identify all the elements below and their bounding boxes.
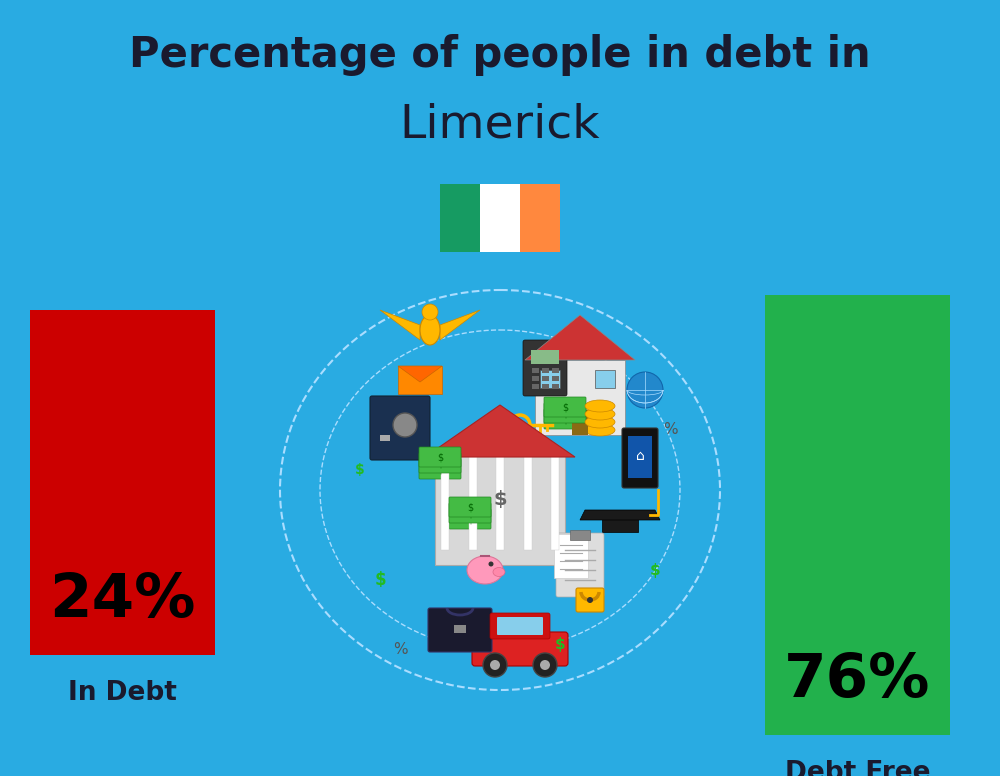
Circle shape: [627, 372, 663, 408]
Bar: [435, 455, 565, 565]
Text: $: $: [355, 463, 365, 477]
Text: $: $: [437, 452, 443, 462]
FancyBboxPatch shape: [398, 366, 442, 394]
Text: ⌂: ⌂: [636, 449, 644, 463]
Bar: [551, 455, 559, 550]
Bar: [440, 184, 480, 252]
FancyBboxPatch shape: [622, 428, 658, 488]
Bar: [496, 455, 504, 550]
Text: $: $: [562, 414, 568, 424]
Bar: [441, 455, 449, 550]
Bar: [542, 384, 549, 389]
FancyBboxPatch shape: [523, 340, 567, 396]
Polygon shape: [398, 366, 442, 382]
Polygon shape: [380, 310, 420, 340]
Circle shape: [533, 653, 557, 677]
Bar: [602, 510, 638, 532]
Ellipse shape: [585, 408, 615, 420]
Circle shape: [422, 304, 438, 320]
Ellipse shape: [585, 416, 615, 428]
FancyBboxPatch shape: [472, 632, 568, 666]
Bar: [570, 530, 590, 540]
Text: $: $: [562, 408, 568, 418]
Circle shape: [483, 653, 507, 677]
Ellipse shape: [467, 556, 503, 584]
Bar: [480, 184, 520, 252]
Bar: [380, 435, 390, 441]
Bar: [30, 310, 215, 655]
Text: $: $: [374, 571, 386, 589]
FancyBboxPatch shape: [544, 409, 586, 429]
Text: %: %: [393, 643, 407, 657]
Polygon shape: [580, 510, 660, 520]
Ellipse shape: [420, 315, 440, 345]
FancyBboxPatch shape: [449, 497, 491, 517]
Bar: [552, 368, 559, 373]
FancyBboxPatch shape: [490, 613, 550, 639]
Text: $: $: [437, 464, 443, 474]
Bar: [532, 368, 539, 373]
FancyBboxPatch shape: [628, 436, 652, 478]
FancyBboxPatch shape: [370, 396, 430, 460]
FancyBboxPatch shape: [419, 453, 461, 473]
Bar: [765, 295, 950, 735]
Bar: [552, 376, 559, 381]
Bar: [535, 360, 625, 435]
FancyBboxPatch shape: [419, 459, 461, 479]
Bar: [532, 376, 539, 381]
Text: Percentage of people in debt in: Percentage of people in debt in: [129, 34, 871, 76]
Bar: [552, 384, 559, 389]
Text: $: $: [555, 638, 565, 653]
Text: Limerick: Limerick: [400, 102, 600, 147]
FancyBboxPatch shape: [556, 533, 604, 597]
FancyBboxPatch shape: [428, 608, 492, 652]
Text: $: $: [437, 458, 443, 468]
Circle shape: [490, 660, 500, 670]
FancyBboxPatch shape: [449, 509, 491, 529]
Bar: [542, 368, 549, 373]
Text: 24%: 24%: [49, 570, 196, 629]
Bar: [468, 455, 477, 550]
Polygon shape: [525, 315, 635, 360]
Bar: [531, 350, 559, 364]
Text: $: $: [467, 508, 473, 518]
Text: $: $: [562, 402, 568, 412]
Ellipse shape: [475, 552, 485, 560]
Text: $: $: [467, 502, 473, 512]
Text: In Debt: In Debt: [68, 680, 177, 706]
Bar: [524, 455, 532, 550]
Circle shape: [393, 413, 417, 437]
Bar: [542, 376, 549, 381]
FancyBboxPatch shape: [449, 503, 491, 523]
Text: Debt Free: Debt Free: [785, 760, 930, 776]
Text: $: $: [467, 514, 473, 524]
Ellipse shape: [585, 424, 615, 436]
Text: %: %: [663, 422, 677, 438]
Bar: [595, 370, 615, 388]
Bar: [454, 625, 466, 633]
Text: $: $: [493, 490, 507, 510]
Polygon shape: [425, 405, 575, 457]
Polygon shape: [440, 310, 480, 340]
FancyBboxPatch shape: [554, 534, 588, 578]
FancyBboxPatch shape: [497, 617, 543, 635]
FancyBboxPatch shape: [419, 447, 461, 467]
Bar: [540, 370, 560, 388]
FancyBboxPatch shape: [544, 403, 586, 423]
Circle shape: [587, 597, 593, 603]
Circle shape: [488, 562, 494, 566]
FancyBboxPatch shape: [544, 397, 586, 417]
Circle shape: [540, 660, 550, 670]
Bar: [532, 384, 539, 389]
Text: $: $: [650, 563, 660, 577]
Bar: [572, 410, 588, 435]
Ellipse shape: [585, 400, 615, 412]
Bar: [520, 184, 560, 252]
Ellipse shape: [493, 567, 505, 577]
Text: 76%: 76%: [784, 650, 931, 709]
FancyBboxPatch shape: [576, 588, 604, 612]
